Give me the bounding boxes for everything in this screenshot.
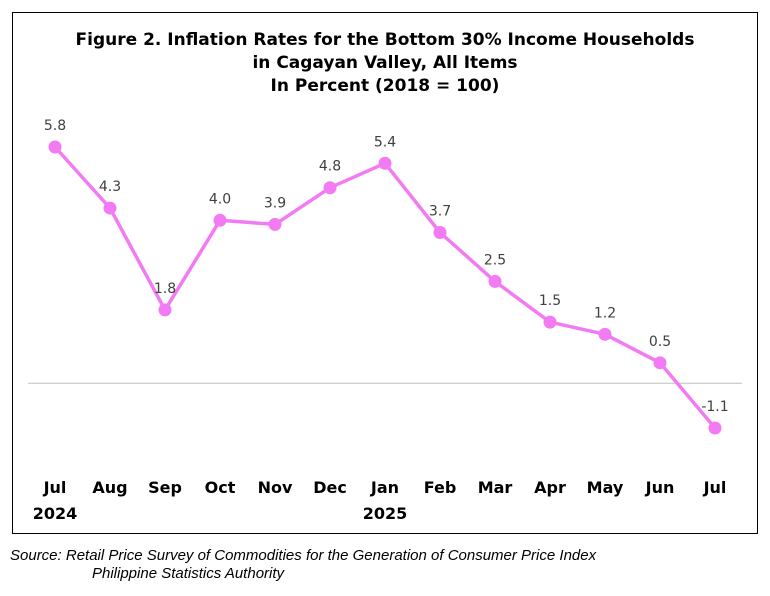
x-tick-label: Nov bbox=[258, 478, 293, 497]
chart-title-line-1: Figure 2. Inflation Rates for the Bottom… bbox=[75, 30, 695, 50]
data-label: 0.5 bbox=[649, 334, 671, 350]
x-tick-label: Sep bbox=[148, 478, 182, 497]
x-year-label: 2025 bbox=[363, 504, 408, 523]
data-label: 3.7 bbox=[429, 204, 451, 220]
line-chart: 5.8 4.3 1.8 4.0 3.9 4.8 5.4 3.7 2.5 1.5 1.2 0.5 -1.1… bbox=[28, 118, 742, 523]
data-label: 1.2 bbox=[594, 305, 616, 321]
data-point bbox=[653, 356, 667, 370]
data-point bbox=[48, 140, 62, 154]
data-label: 5.4 bbox=[374, 134, 396, 150]
data-label: 3.9 bbox=[264, 195, 286, 211]
x-tick-label: Oct bbox=[205, 478, 236, 497]
data-label: 4.3 bbox=[99, 179, 121, 195]
data-label: -1.1 bbox=[701, 399, 728, 415]
data-point bbox=[103, 201, 117, 215]
data-point bbox=[378, 156, 392, 170]
data-point bbox=[708, 421, 722, 435]
data-point bbox=[433, 226, 447, 240]
data-point bbox=[213, 213, 227, 227]
x-tick-label: Jul bbox=[703, 478, 727, 497]
x-tick-label: Mar bbox=[478, 478, 513, 497]
x-tick-label: Apr bbox=[534, 478, 566, 497]
chart-frame: Figure 2. Inflation Rates for the Bottom… bbox=[12, 12, 758, 534]
data-label: 4.8 bbox=[319, 159, 341, 175]
x-year-label: 2024 bbox=[33, 504, 78, 523]
data-label: 4.0 bbox=[209, 191, 231, 207]
chart-title-line-2: in Cagayan Valley, All Items bbox=[252, 53, 518, 73]
x-tick-label: Jun bbox=[645, 478, 675, 497]
x-tick-label: Feb bbox=[424, 478, 457, 497]
data-label: 1.8 bbox=[154, 281, 176, 297]
source-line-2: Philippine Statistics Authority bbox=[92, 565, 285, 582]
source-line-1: Source: Retail Price Survey of Commoditi… bbox=[10, 547, 597, 564]
data-point bbox=[268, 217, 282, 231]
x-tick-label: May bbox=[587, 478, 624, 497]
x-tick-label: Aug bbox=[92, 478, 127, 497]
chart-title-line-3: In Percent (2018 = 100) bbox=[270, 76, 500, 96]
data-label: 1.5 bbox=[539, 293, 561, 309]
x-tick-label: Dec bbox=[313, 478, 347, 497]
data-point bbox=[158, 303, 172, 317]
x-tick-label: Jan bbox=[370, 478, 399, 497]
data-label: 5.8 bbox=[44, 118, 66, 134]
data-label: 2.5 bbox=[484, 252, 506, 268]
data-point bbox=[488, 274, 502, 288]
data-point bbox=[543, 315, 557, 329]
chart-title: Figure 2. Inflation Rates for the Bottom… bbox=[13, 29, 757, 98]
x-tick-label: Jul bbox=[43, 478, 67, 497]
data-point bbox=[598, 327, 612, 341]
source-note: Source: Retail Price Survey of Commoditi… bbox=[10, 547, 596, 583]
data-point bbox=[323, 181, 337, 195]
